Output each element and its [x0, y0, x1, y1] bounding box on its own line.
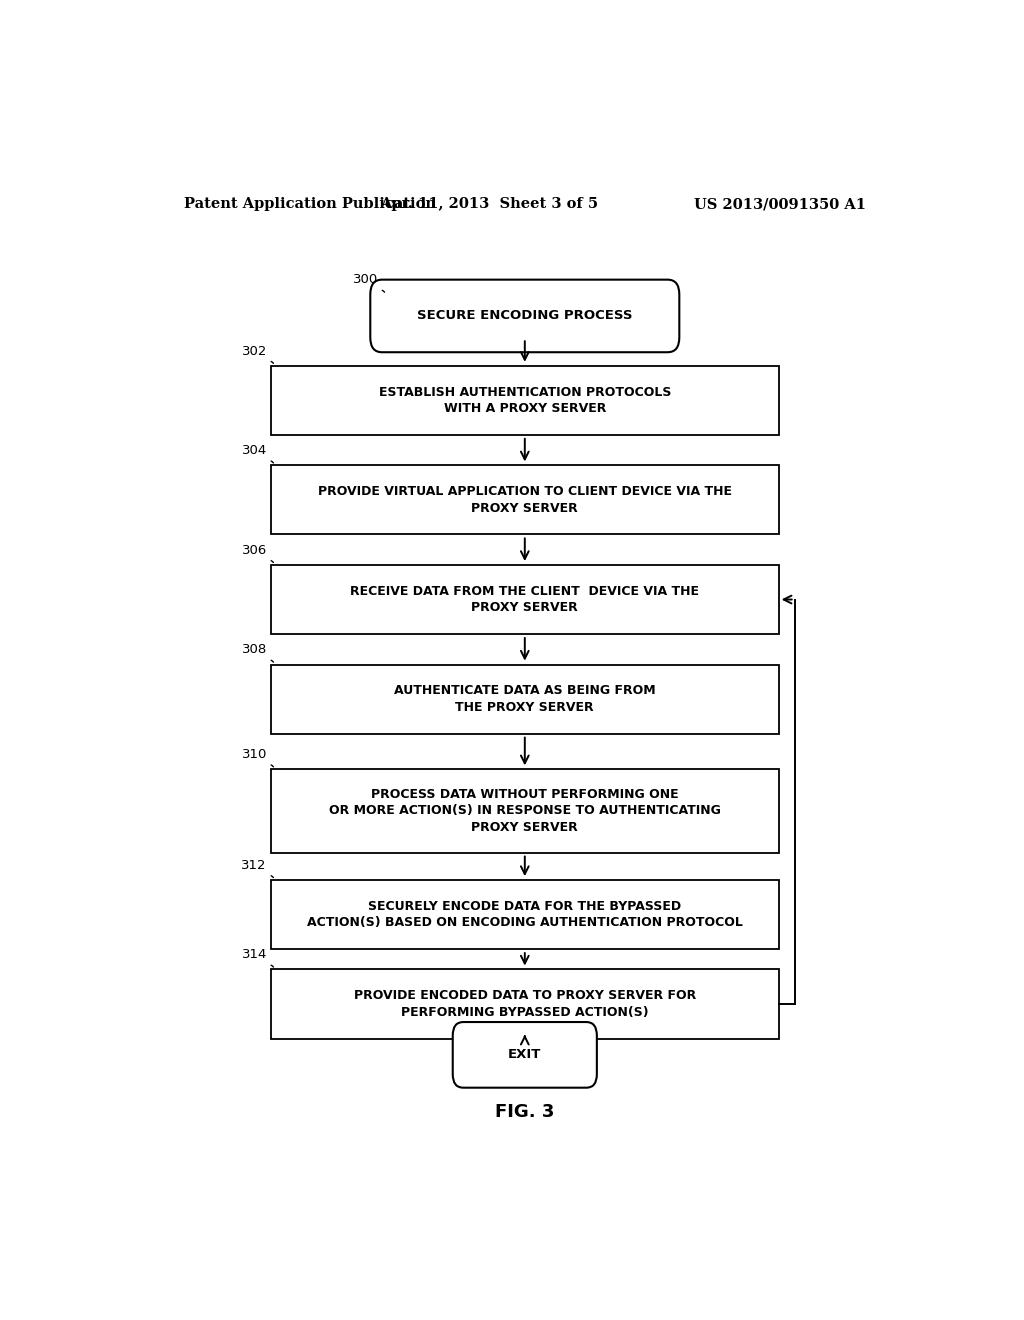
Text: 302: 302 [242, 345, 267, 358]
Text: PROVIDE VIRTUAL APPLICATION TO CLIENT DEVICE VIA THE
PROXY SERVER: PROVIDE VIRTUAL APPLICATION TO CLIENT DE… [317, 486, 732, 515]
Text: RECEIVE DATA FROM THE CLIENT  DEVICE VIA THE
PROXY SERVER: RECEIVE DATA FROM THE CLIENT DEVICE VIA … [350, 585, 699, 614]
Text: 312: 312 [242, 859, 267, 873]
Text: ESTABLISH AUTHENTICATION PROTOCOLS
WITH A PROXY SERVER: ESTABLISH AUTHENTICATION PROTOCOLS WITH … [379, 385, 671, 414]
FancyBboxPatch shape [270, 969, 779, 1039]
FancyBboxPatch shape [270, 565, 779, 634]
Text: SECURE ENCODING PROCESS: SECURE ENCODING PROCESS [417, 309, 633, 322]
FancyBboxPatch shape [270, 466, 779, 535]
Text: PROVIDE ENCODED DATA TO PROXY SERVER FOR
PERFORMING BYPASSED ACTION(S): PROVIDE ENCODED DATA TO PROXY SERVER FOR… [353, 989, 696, 1019]
Text: Patent Application Publication: Patent Application Publication [183, 197, 435, 211]
Text: 314: 314 [242, 948, 267, 961]
FancyBboxPatch shape [270, 664, 779, 734]
FancyBboxPatch shape [453, 1022, 597, 1088]
FancyBboxPatch shape [270, 366, 779, 434]
Text: PROCESS DATA WITHOUT PERFORMING ONE
OR MORE ACTION(S) IN RESPONSE TO AUTHENTICAT: PROCESS DATA WITHOUT PERFORMING ONE OR M… [329, 788, 721, 834]
FancyBboxPatch shape [371, 280, 679, 352]
Text: 308: 308 [242, 643, 267, 656]
Text: US 2013/0091350 A1: US 2013/0091350 A1 [694, 197, 866, 211]
Text: 304: 304 [242, 445, 267, 457]
Text: 300: 300 [352, 273, 378, 286]
FancyBboxPatch shape [270, 770, 779, 853]
Text: FIG. 3: FIG. 3 [496, 1102, 554, 1121]
Text: SECURELY ENCODE DATA FOR THE BYPASSED
ACTION(S) BASED ON ENCODING AUTHENTICATION: SECURELY ENCODE DATA FOR THE BYPASSED AC… [307, 900, 742, 929]
Text: AUTHENTICATE DATA AS BEING FROM
THE PROXY SERVER: AUTHENTICATE DATA AS BEING FROM THE PROX… [394, 684, 655, 714]
Text: 306: 306 [242, 544, 267, 557]
Text: EXIT: EXIT [508, 1048, 542, 1061]
Text: 310: 310 [242, 748, 267, 762]
FancyBboxPatch shape [270, 880, 779, 949]
Text: Apr. 11, 2013  Sheet 3 of 5: Apr. 11, 2013 Sheet 3 of 5 [380, 197, 598, 211]
